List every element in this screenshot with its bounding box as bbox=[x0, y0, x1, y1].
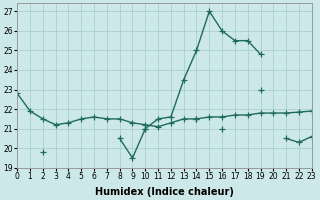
X-axis label: Humidex (Indice chaleur): Humidex (Indice chaleur) bbox=[95, 187, 234, 197]
